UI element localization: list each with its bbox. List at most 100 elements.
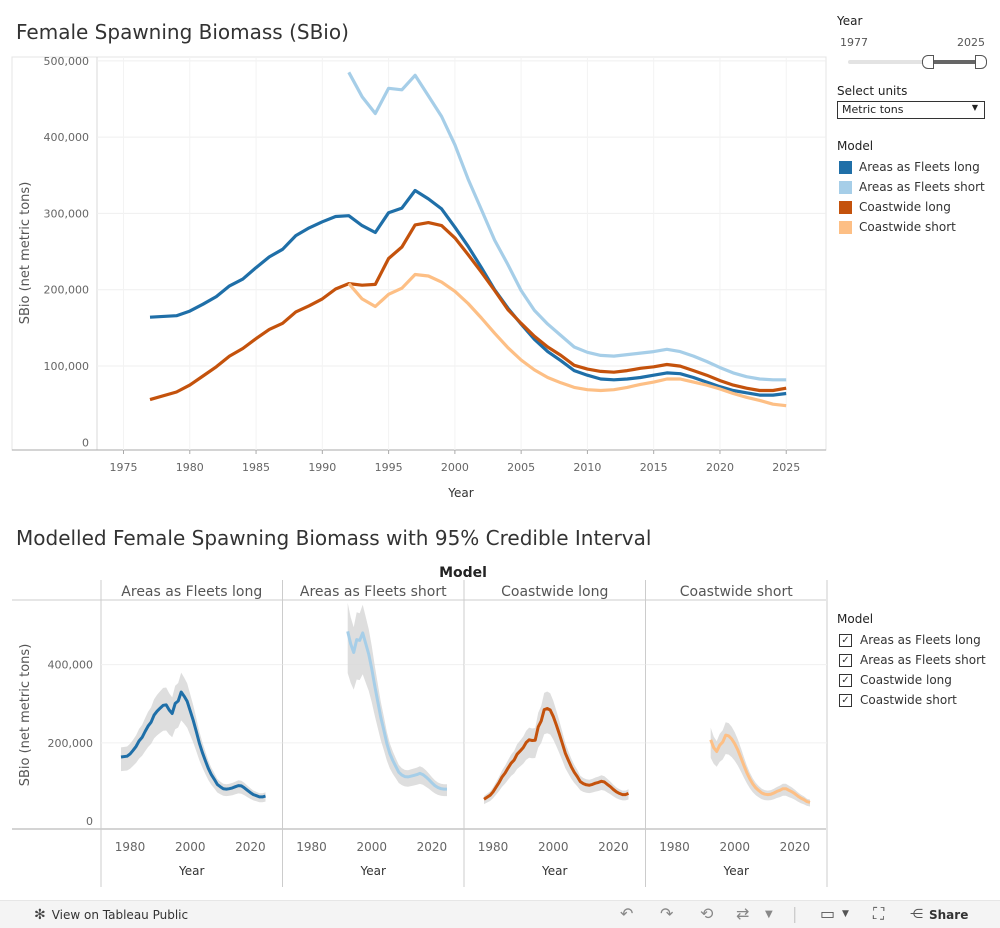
caret-down-icon[interactable]: ▼ <box>765 909 773 920</box>
share-label: Share <box>929 907 969 922</box>
legend-label: Areas as Fleets short <box>859 180 985 194</box>
bottom-x-axis-title: Year <box>360 864 386 878</box>
year-slider-track[interactable] <box>848 60 984 64</box>
top-x-tick-label: 2015 <box>640 461 668 474</box>
toolbar-divider: | <box>792 904 798 923</box>
legend-item-areas-as-fleets-long[interactable]: Areas as Fleets long <box>839 159 980 175</box>
bottom-x-axis-title: Year <box>541 864 567 878</box>
units-select[interactable]: Metric tons ▼ <box>837 101 985 119</box>
panel-line-areas-as-fleets-long <box>120 690 266 799</box>
top-y-tick-label: 200,000 <box>44 284 90 297</box>
bottom-y-axis-title: SBio (net metric tons) <box>18 644 33 787</box>
checkbox-checked-icon[interactable]: ✓ <box>839 673 852 687</box>
bottom-x-tick-label: 2020 <box>235 840 266 854</box>
top-x-tick-label: 1980 <box>176 461 204 474</box>
panel-header-coastwide-long: Coastwide long <box>501 584 608 600</box>
series-line-areas-as-fleets-long <box>149 188 787 397</box>
view-on-tableau-link[interactable]: ✻ View on Tableau Public <box>34 907 188 923</box>
bottom-x-tick-label: 2000 <box>719 840 750 854</box>
bottom-x-tick-label: 2000 <box>175 840 206 854</box>
units-select-value: Metric tons <box>842 103 904 116</box>
download-icon[interactable]: ▭ <box>820 904 836 923</box>
view-on-tableau-label: View on Tableau Public <box>51 908 189 922</box>
top-y-tick-label: 400,000 <box>44 131 90 144</box>
filter-item-areas-as-fleets-short[interactable]: ✓ Areas as Fleets short <box>839 652 986 668</box>
redo-icon[interactable]: ↷ <box>660 904 674 923</box>
year-slider-max-handle[interactable] <box>975 55 987 69</box>
top-x-tick-label: 2000 <box>441 461 469 474</box>
legend-swatch <box>839 220 852 234</box>
revert-icon[interactable]: ⟲ <box>700 904 714 923</box>
bottom-x-tick-label: 2000 <box>356 840 387 854</box>
bottom-x-tick-label: 2020 <box>417 840 448 854</box>
bottom-x-axis-title: Year <box>723 864 749 878</box>
facet-header-model: Model <box>439 565 487 581</box>
chart-title-bottom: Modelled Female Spawning Biomass with 95… <box>16 526 652 550</box>
tableau-logo-icon: ✻ <box>34 907 46 923</box>
legend-label: Coastwide short <box>859 220 956 234</box>
bottom-x-tick-label: 1980 <box>115 840 146 854</box>
ci-band-areas-as-fleets-short <box>347 602 447 797</box>
legend-item-coastwide-long[interactable]: Coastwide long <box>839 199 951 215</box>
chevron-down-icon: ▼ <box>971 103 978 112</box>
model-legend-title: Model <box>837 139 874 153</box>
chart-title-top: Female Spawning Biomass (SBio) <box>16 20 349 44</box>
ci-band-coastwide-long <box>484 691 629 805</box>
legend-item-areas-as-fleets-short[interactable]: Areas as Fleets short <box>839 179 985 195</box>
checkbox-checked-icon[interactable]: ✓ <box>839 653 852 667</box>
checkbox-checked-icon[interactable]: ✓ <box>839 693 852 707</box>
year-max-label: 2025 <box>957 36 985 49</box>
legend-item-coastwide-short[interactable]: Coastwide short <box>839 219 956 235</box>
series-line-coastwide-long <box>149 221 787 402</box>
units-label: Select units <box>837 84 908 98</box>
filter-item-areas-as-fleets-long[interactable]: ✓ Areas as Fleets long <box>839 632 981 648</box>
year-slider-fill <box>928 60 980 64</box>
top-x-tick-label: 1995 <box>375 461 403 474</box>
bottom-y-tick-label: 200,000 <box>48 737 94 750</box>
legend-swatch <box>839 200 852 214</box>
bottom-x-tick-label: 1980 <box>659 840 690 854</box>
top-y-axis-title: SBio (net metric tons) <box>18 182 33 325</box>
download-caret-icon[interactable]: ▼ <box>842 909 849 919</box>
top-y-tick-label: 100,000 <box>44 360 90 373</box>
checkbox-checked-icon[interactable]: ✓ <box>839 633 852 647</box>
bottom-x-axis-title: Year <box>178 864 204 878</box>
legend-swatch <box>839 160 852 174</box>
fullscreen-icon[interactable]: ⛶ <box>873 904 885 923</box>
top-x-axis-title: Year <box>447 486 473 500</box>
top-x-tick-label: 2010 <box>573 461 601 474</box>
filter-item-coastwide-short[interactable]: ✓ Coastwide short <box>839 692 957 708</box>
filter-item-label: Coastwide long <box>860 673 952 687</box>
tableau-toolbar: ✻ View on Tableau Public ↶ ↷ ⟲ ⇄ ▼ | ▭ ▼… <box>0 900 1000 928</box>
bottom-y-tick-label: 400,000 <box>48 659 94 672</box>
panel-line-areas-as-fleets-short <box>346 631 447 791</box>
year-min-label: 1977 <box>840 36 868 49</box>
panel-header-areas-as-fleets-short: Areas as Fleets short <box>300 584 447 600</box>
top-y-tick-label: 300,000 <box>44 207 90 220</box>
top-x-tick-label: 1975 <box>110 461 138 474</box>
filter-item-label: Coastwide short <box>860 693 957 707</box>
share-button[interactable]: ⋲ Share <box>910 907 968 922</box>
legend-swatch <box>839 180 852 194</box>
undo-icon[interactable]: ↶ <box>620 904 634 923</box>
bottom-x-tick-label: 1980 <box>296 840 327 854</box>
legend-label: Coastwide long <box>859 200 951 214</box>
top-x-tick-label: 2025 <box>772 461 800 474</box>
year-filter-label: Year <box>837 14 863 28</box>
ci-band-areas-as-fleets-long <box>121 672 266 803</box>
year-slider-min-handle[interactable] <box>922 55 934 69</box>
bottom-x-tick-label: 2020 <box>598 840 629 854</box>
top-y-tick-label: 0 <box>82 436 89 449</box>
bottom-x-tick-label: 1980 <box>478 840 509 854</box>
top-x-tick-label: 1985 <box>242 461 270 474</box>
panel-line-coastwide-short <box>709 733 811 804</box>
model-filter-title: Model <box>837 612 874 626</box>
bottom-y-tick-label: 0 <box>86 815 93 828</box>
filter-item-coastwide-long[interactable]: ✓ Coastwide long <box>839 672 952 688</box>
share-icon: ⋲ <box>910 907 923 922</box>
series-line-areas-as-fleets-short <box>347 71 787 382</box>
top-plot-frame <box>11 56 827 451</box>
bottom-x-tick-label: 2020 <box>780 840 811 854</box>
refresh-icon[interactable]: ⇄ <box>736 904 750 923</box>
